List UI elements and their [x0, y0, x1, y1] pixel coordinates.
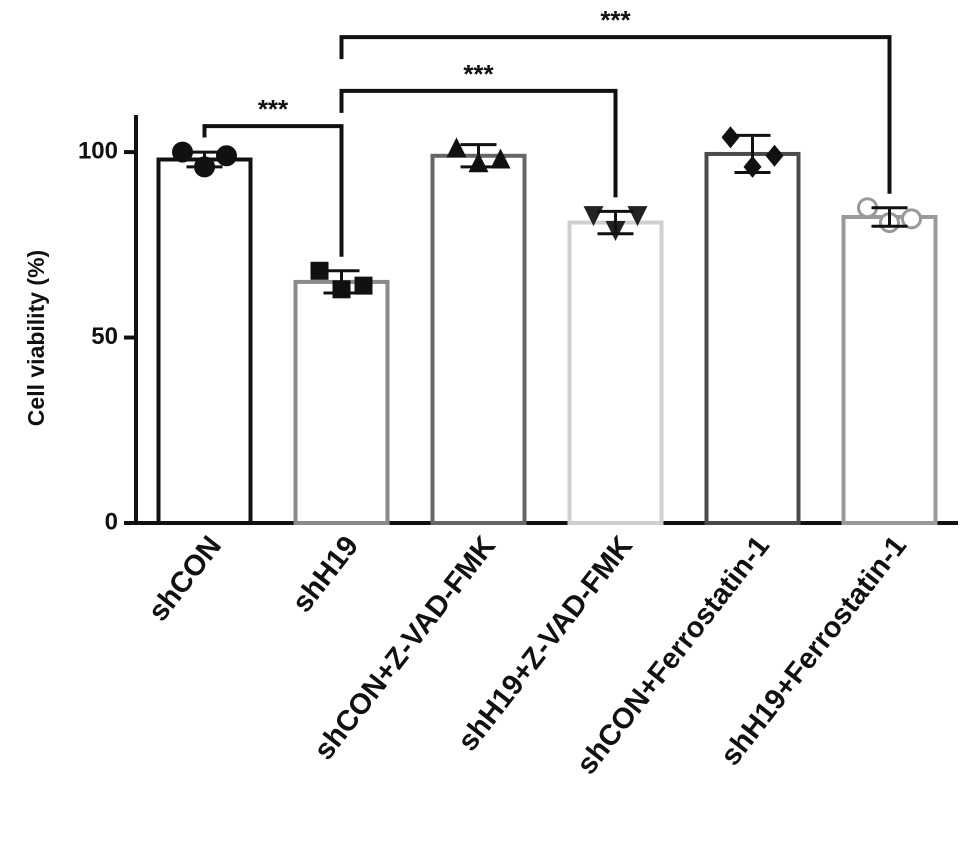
significance-bracket — [339, 88, 618, 198]
data-point — [446, 137, 467, 158]
bar — [156, 157, 253, 525]
significance-label: *** — [600, 5, 631, 35]
x-tick-label: shCON — [142, 530, 228, 627]
significance-label: *** — [258, 94, 289, 124]
data-point — [721, 126, 740, 149]
y-tick-label: 0 — [105, 508, 118, 535]
y-tick-label: 50 — [91, 323, 118, 350]
bar — [430, 153, 527, 526]
bar — [293, 279, 390, 525]
data-point — [765, 144, 784, 167]
data-point — [901, 208, 922, 230]
data-point — [310, 261, 329, 280]
bar — [704, 151, 801, 525]
significance-bracket — [202, 124, 344, 257]
data-point — [354, 276, 373, 295]
significance-bracket — [339, 35, 892, 194]
data-point — [490, 148, 511, 169]
y-tick-label: 100 — [78, 137, 118, 164]
y-axis-label: Cell viability (%) — [23, 250, 49, 426]
bar — [841, 215, 938, 525]
data-point — [216, 145, 237, 167]
x-tick-label: shH19 — [286, 530, 365, 618]
bar — [567, 220, 664, 525]
significance-label: *** — [463, 59, 494, 89]
